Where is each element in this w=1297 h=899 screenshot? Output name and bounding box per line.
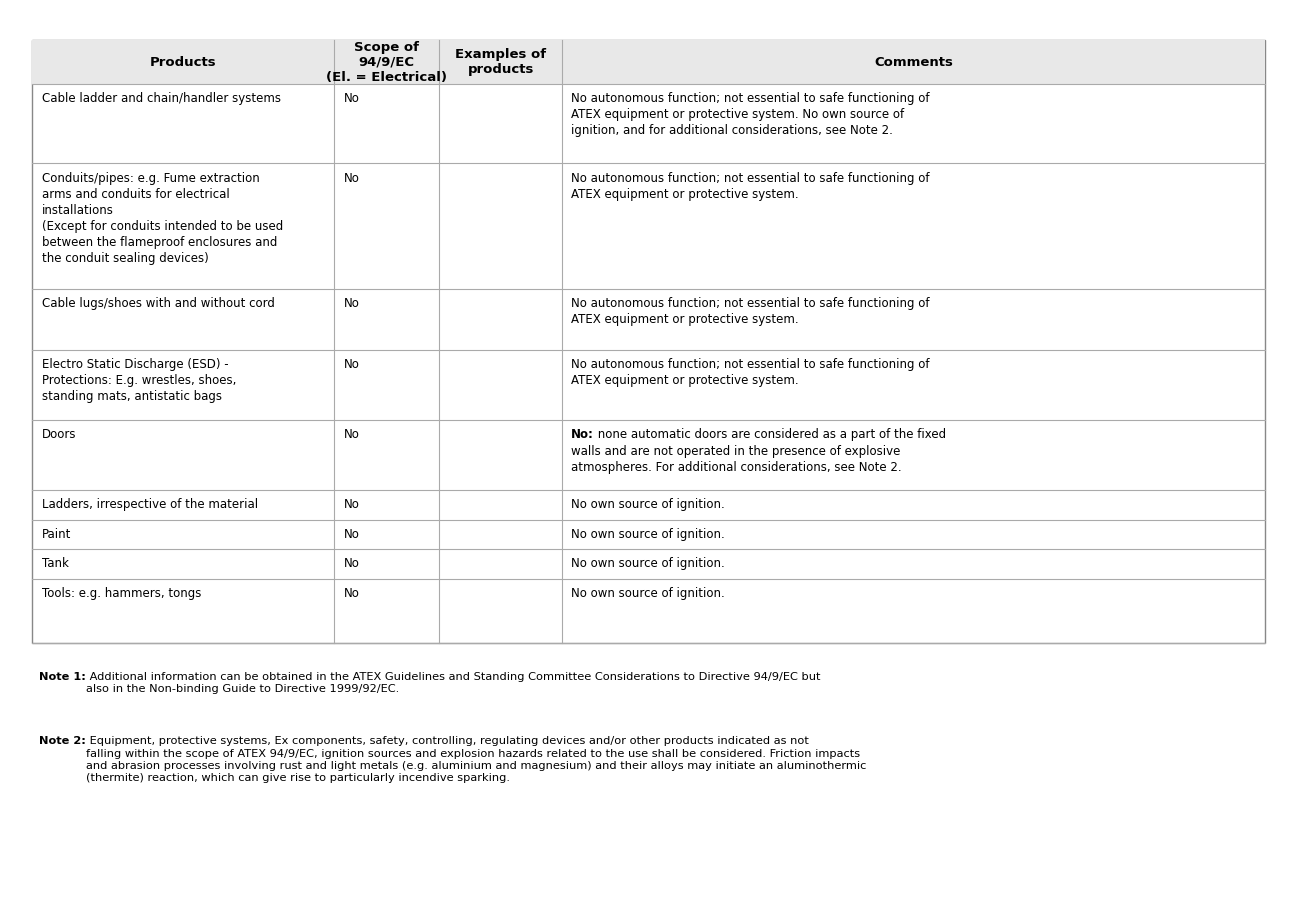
Text: No: No	[344, 428, 359, 441]
Text: Ladders, irrespective of the material: Ladders, irrespective of the material	[42, 498, 258, 512]
Text: No: No	[344, 172, 359, 184]
Text: No own source of ignition.: No own source of ignition.	[571, 587, 725, 600]
Text: Products: Products	[150, 56, 217, 68]
Text: No: No	[344, 528, 359, 540]
Text: No own source of ignition.: No own source of ignition.	[571, 557, 725, 570]
Text: Tank: Tank	[42, 557, 69, 570]
Text: Doors: Doors	[42, 428, 77, 441]
Text: Electro Static Discharge (ESD) -
Protections: E.g. wrestles, shoes,
standing mat: Electro Static Discharge (ESD) - Protect…	[42, 358, 236, 403]
Text: No: No	[344, 498, 359, 512]
Text: No: No	[344, 587, 359, 600]
Text: No autonomous function; not essential to safe functioning of
ATEX equipment or p: No autonomous function; not essential to…	[571, 358, 930, 387]
Text: none automatic doors are considered as a part of the fixed: none automatic doors are considered as a…	[594, 428, 947, 441]
Text: Cable ladder and chain/handler systems: Cable ladder and chain/handler systems	[42, 92, 280, 105]
Text: Additional information can be obtained in the ATEX Guidelines and Standing Commi: Additional information can be obtained i…	[86, 672, 820, 694]
Text: Note 1:: Note 1:	[39, 672, 86, 681]
Text: No: No	[344, 92, 359, 105]
Bar	[32, 40, 1265, 84]
Text: Cable lugs/shoes with and without cord: Cable lugs/shoes with and without cord	[42, 297, 275, 310]
Text: Tools: e.g. hammers, tongs: Tools: e.g. hammers, tongs	[42, 587, 201, 600]
Text: No:: No:	[571, 428, 594, 441]
Text: No own source of ignition.: No own source of ignition.	[571, 498, 725, 512]
Text: Note 2:: Note 2:	[39, 736, 86, 746]
Text: No: No	[344, 557, 359, 570]
Text: Scope of
94/9/EC
(El. = Electrical): Scope of 94/9/EC (El. = Electrical)	[326, 40, 447, 84]
Text: Conduits/pipes: e.g. Fume extraction
arms and conduits for electrical
installati: Conduits/pipes: e.g. Fume extraction arm…	[42, 172, 283, 264]
Text: No autonomous function; not essential to safe functioning of
ATEX equipment or p: No autonomous function; not essential to…	[571, 172, 930, 200]
Text: No: No	[344, 297, 359, 310]
Text: walls and are not operated in the presence of explosive
atmospheres. For additio: walls and are not operated in the presen…	[571, 445, 901, 474]
Text: No own source of ignition.: No own source of ignition.	[571, 528, 725, 540]
Text: Examples of
products: Examples of products	[455, 49, 546, 76]
Text: Comments: Comments	[874, 56, 953, 68]
Text: Paint: Paint	[42, 528, 71, 540]
Text: Equipment, protective systems, Ex components, safety, controlling, regulating de: Equipment, protective systems, Ex compon…	[86, 736, 866, 784]
Text: No autonomous function; not essential to safe functioning of
ATEX equipment or p: No autonomous function; not essential to…	[571, 297, 930, 326]
Text: No: No	[344, 358, 359, 371]
Bar	[32, 40, 1265, 643]
Text: No autonomous function; not essential to safe functioning of
ATEX equipment or p: No autonomous function; not essential to…	[571, 92, 930, 137]
